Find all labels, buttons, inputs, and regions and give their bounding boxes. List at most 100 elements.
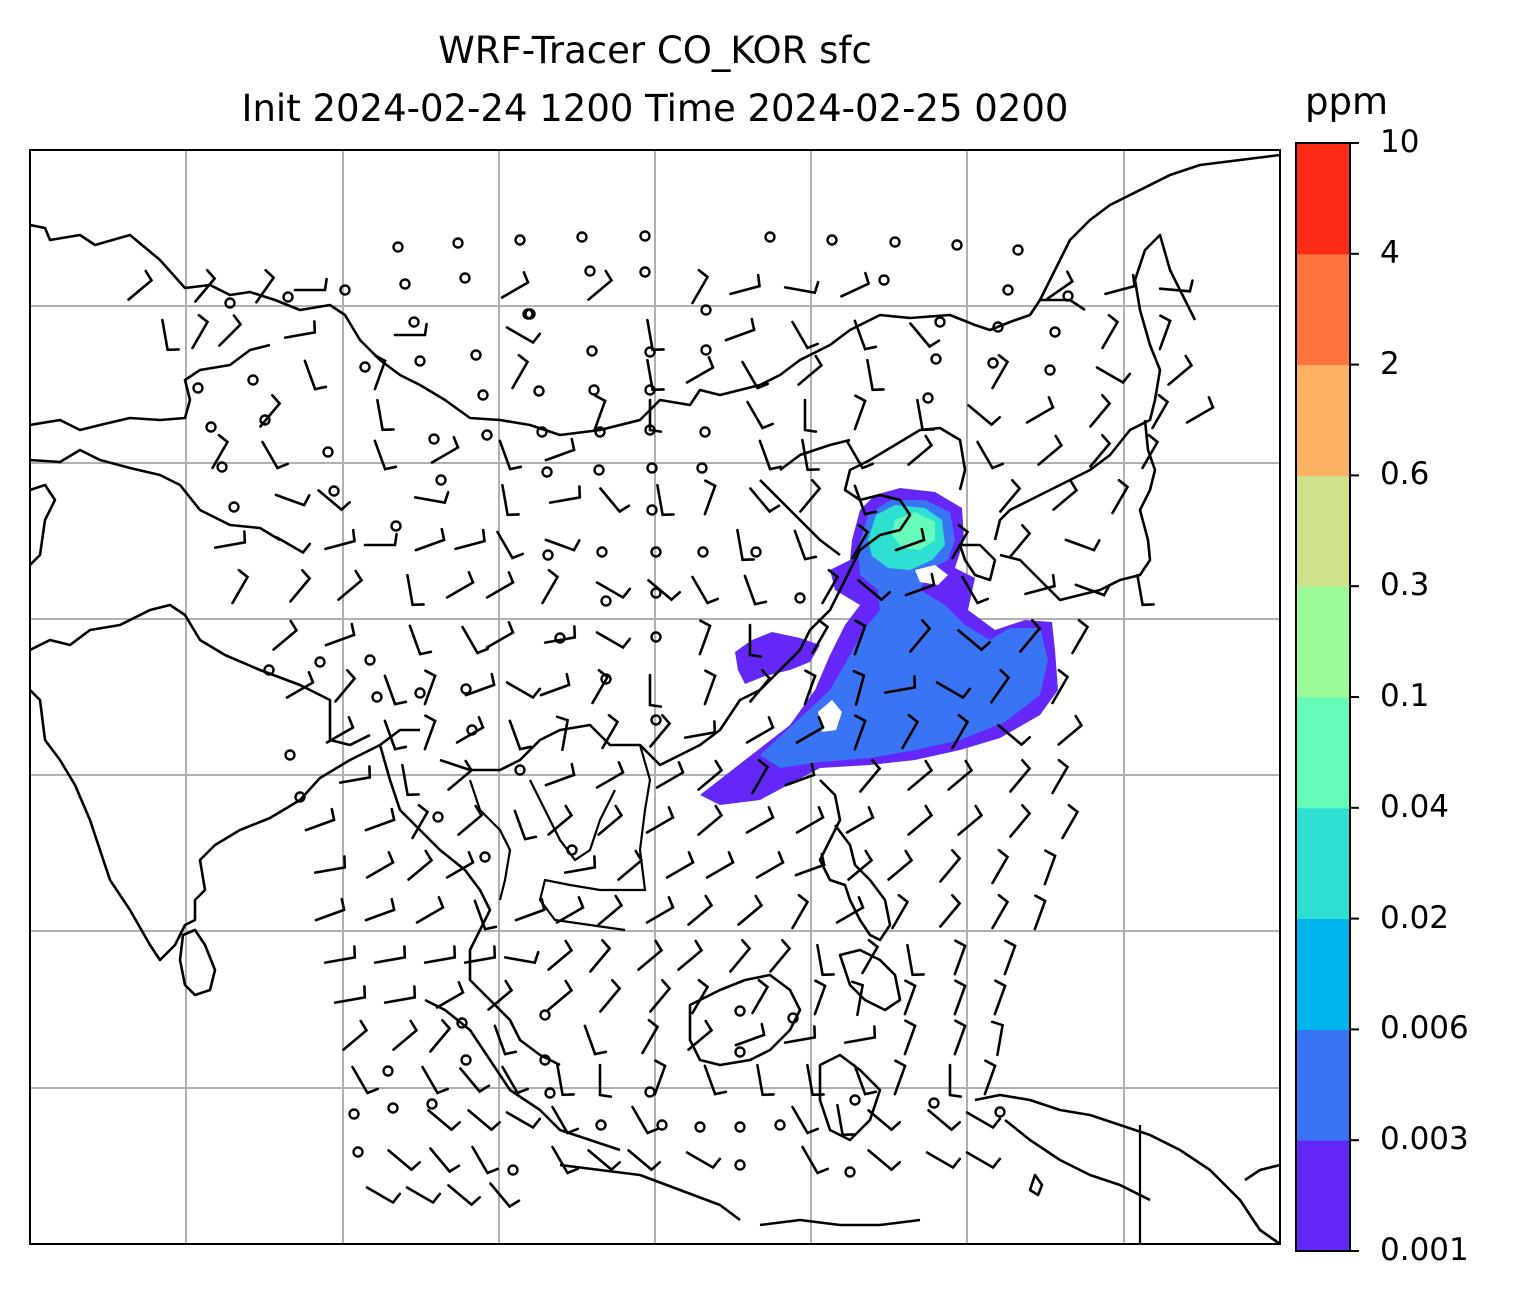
wind-barb [846,440,874,470]
wind-barb [429,1147,461,1174]
wind-barb [487,979,514,1011]
wind-barb [927,1109,961,1132]
calm-marker [594,426,606,438]
wind-barb [1051,668,1070,705]
wind-barb [563,855,597,874]
colorbar-tick-label: 0.02 [1380,899,1450,936]
calm-marker [536,426,548,438]
wind-barb [993,979,1007,1016]
calm-marker [987,357,999,369]
calm-marker [414,355,426,367]
wind-barb [501,483,520,517]
wind-barb [783,280,820,295]
calm-marker [1044,364,1056,376]
colorbar-tick-label: 4 [1380,234,1400,271]
wind-barb [737,894,764,926]
wind-barb [598,1063,613,1098]
wind-barb [906,943,925,977]
wind-barb [194,269,217,303]
wind-barb [325,716,355,744]
wind-barb [363,532,398,547]
wind-barb [697,759,724,791]
calm-marker [205,421,217,433]
wind-barb [859,759,882,793]
wind-barb [597,804,624,836]
wind-barb [729,273,761,296]
wind-barb [445,571,475,599]
calm-marker [544,1087,556,1099]
calm-marker [644,1086,656,1098]
calm-marker [992,321,1004,333]
colorbar-tick-label: 0.04 [1380,788,1450,825]
wind-barb [677,939,704,971]
calm-marker [646,462,658,474]
wind-barb [836,1103,855,1137]
wind-barb [698,619,712,656]
wind-barb [547,979,574,1011]
wind-barb [365,851,395,879]
calm-marker [697,546,709,558]
wind-barb [745,716,775,744]
wind-barb [683,720,717,739]
wind-barb [547,939,574,971]
wind-barb [904,572,936,597]
calm-marker [593,464,605,476]
wind-barb [501,1065,529,1095]
wind-barb [387,1149,421,1172]
colorbar-tick-label: 0.003 [1380,1121,1469,1158]
wind-barb [338,765,372,784]
wind-barb [853,484,878,516]
calm-marker [650,587,662,599]
calm-marker [844,1166,856,1178]
wind-barb [539,672,571,697]
wind-barb [853,1064,878,1096]
wind-barb [852,669,866,706]
wind-barb [853,319,878,351]
calm-marker [1062,290,1074,302]
calm-marker [787,1012,799,1024]
wind-barb [883,675,917,694]
wind-barb [617,849,644,881]
colorbar-unit-label: ppm [1305,80,1389,123]
wind-barb [1151,393,1170,430]
wind-barb [373,354,387,391]
wind-barb [427,1109,461,1132]
wind-barb [736,528,755,562]
wind-barb [887,849,914,881]
calm-marker [216,461,228,473]
wind-barb [1043,849,1057,886]
calm-marker [951,239,963,251]
wind-barb [413,490,450,505]
wind-barb [1158,314,1172,351]
calm-marker [452,237,464,249]
wind-barb [496,530,524,560]
wind-barb [275,536,312,555]
wind-barb [373,439,398,471]
wind-barb [259,394,282,428]
calm-marker [826,234,838,246]
wind-barb [703,1064,728,1096]
wind-barb [597,894,624,926]
calm-marker [432,811,444,823]
colorbar-tick-label: 0.1 [1380,678,1430,714]
wind-barb [806,1063,825,1097]
wind-barb [285,671,315,699]
calm-marker [750,546,762,558]
wind-barb [867,1149,901,1172]
map-title-line1: WRF-Tracer CO_KOR sfc [438,29,872,72]
wind-barb [851,523,870,560]
wind-barb [691,978,710,1015]
calm-marker [428,433,440,445]
wind-barb [324,528,356,551]
wind-barb [953,1019,967,1056]
calm-marker [282,291,294,303]
wind-barb [393,322,428,337]
wind-barb [289,569,312,603]
colorbar-tick-label: 0.006 [1380,1010,1469,1047]
wind-barb [1003,939,1017,976]
map-title-line2: Init 2024-02-24 1200 Time 2024-02-25 020… [241,87,1069,130]
colorbar-segment [1296,143,1350,255]
wind-barb [1025,396,1055,424]
wind-barb [637,939,664,971]
calm-marker [994,1106,1006,1118]
